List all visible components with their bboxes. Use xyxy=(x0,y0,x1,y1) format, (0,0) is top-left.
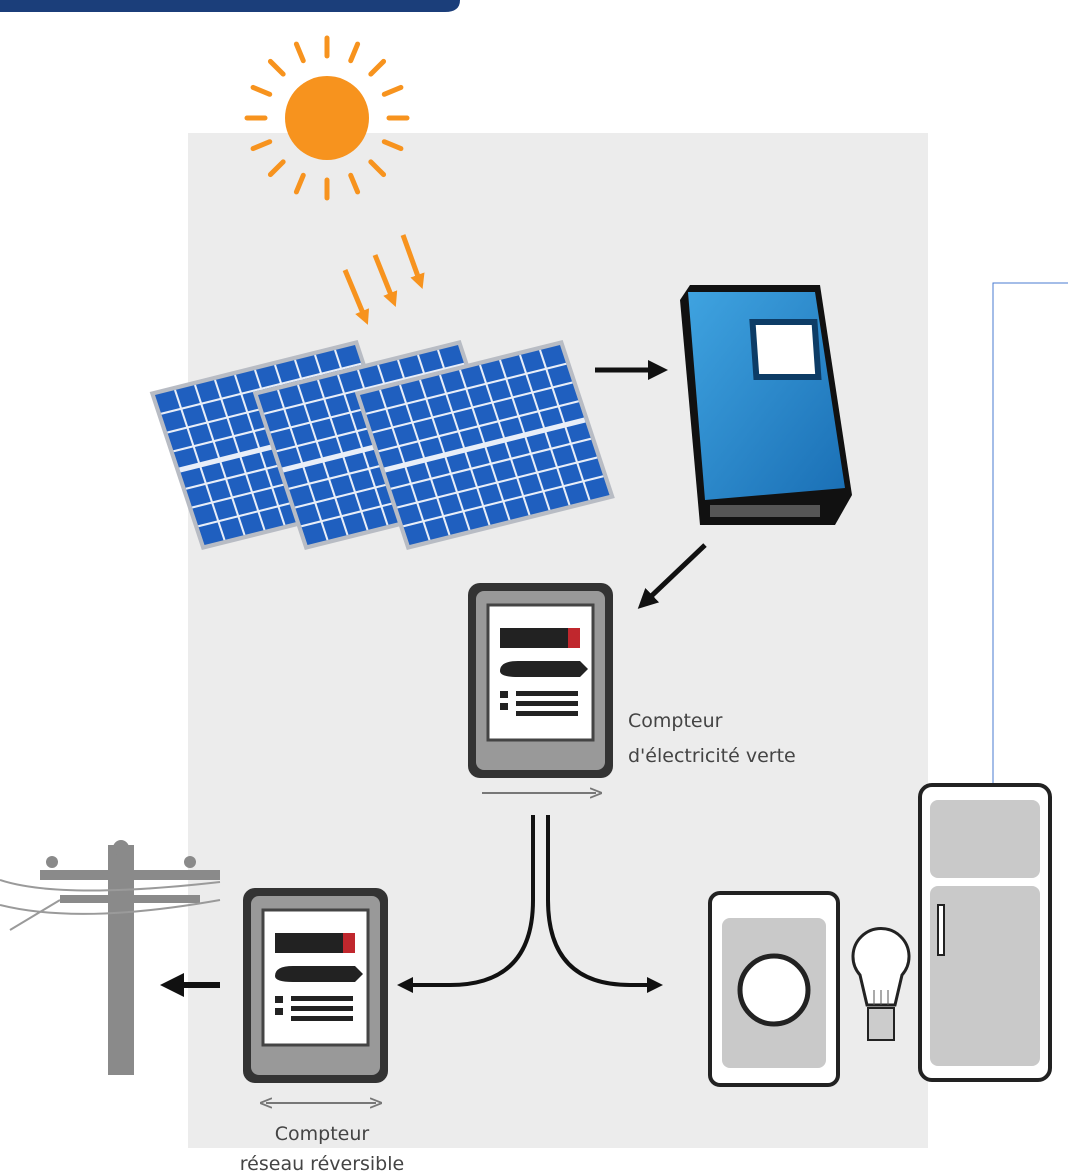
power-pole xyxy=(0,840,220,1075)
sun-ray xyxy=(384,87,401,94)
sun-ray xyxy=(371,61,384,74)
green-meter xyxy=(468,583,613,778)
label: d'électricité verte xyxy=(628,745,796,767)
grid-meter xyxy=(243,888,388,1083)
label: réseau réversible xyxy=(240,1153,404,1175)
label: Compteur xyxy=(275,1123,370,1145)
sun-ray xyxy=(351,44,358,61)
fridge xyxy=(920,785,1050,1080)
sun-ray xyxy=(296,44,303,61)
washing-machine xyxy=(710,893,838,1085)
sun-ray xyxy=(270,61,283,74)
label: Compteur xyxy=(628,710,723,732)
sun-ray xyxy=(253,87,270,94)
header-tab xyxy=(0,0,460,12)
diagram: Compteur d'électricité verte Compteur ré… xyxy=(0,0,1068,1175)
